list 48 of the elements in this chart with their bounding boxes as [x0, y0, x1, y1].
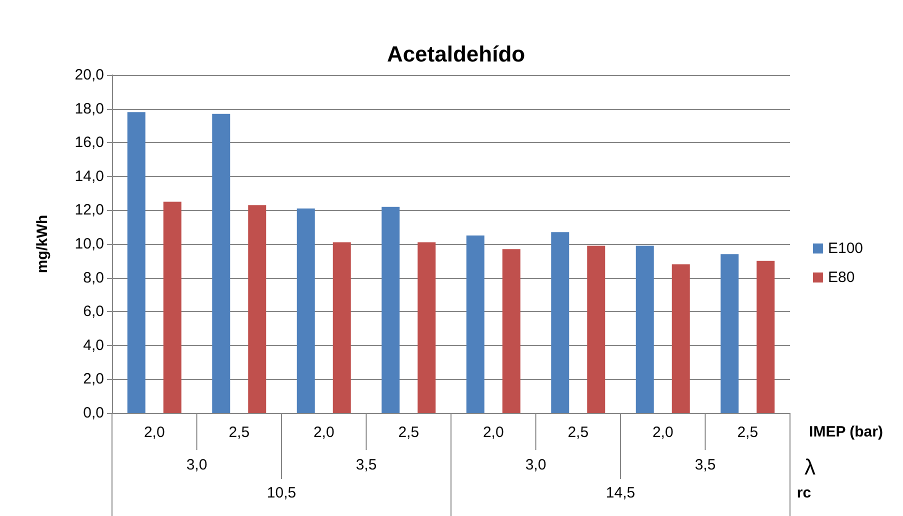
- bar: [212, 114, 230, 413]
- x-tick-label: 2,0: [482, 424, 504, 441]
- y-tick-label: 4,0: [83, 336, 104, 354]
- bar: [248, 205, 266, 413]
- y-tick-label: 14,0: [74, 168, 104, 185]
- y-tick-label: 6,0: [83, 303, 104, 320]
- x-tick-label: 2,0: [144, 424, 165, 441]
- bar: [332, 242, 351, 413]
- bar: [636, 246, 654, 413]
- x-tick-label: 2,0: [313, 424, 334, 441]
- y-tick-label: 12,0: [74, 202, 104, 219]
- y-tick-label: 16,0: [74, 134, 104, 152]
- chart-title: Acetaldehído: [386, 42, 526, 66]
- text: 3,0: [525, 456, 546, 474]
- x-tick-label: 2,0: [652, 424, 674, 441]
- y-tick-label: 8,0: [83, 269, 104, 286]
- bar: [127, 112, 146, 413]
- text: 3,5: [694, 456, 716, 474]
- bar: [382, 206, 400, 413]
- y-tick-label: 18,0: [74, 100, 104, 118]
- x-tick-label: 2,5: [737, 424, 758, 441]
- x-tick-label: 2,5: [568, 424, 589, 441]
- text: λ: [804, 454, 816, 480]
- text: 3,5: [356, 456, 377, 474]
- bar: [587, 246, 606, 413]
- bar: [163, 202, 182, 413]
- bar: [672, 264, 690, 413]
- text: 3,0: [186, 456, 208, 474]
- legend-label: E80: [828, 269, 855, 286]
- x-tick-label: 2,5: [228, 424, 250, 441]
- text: 10,5: [266, 484, 296, 502]
- text: rc: [796, 484, 812, 502]
- y-tick-label: 10,0: [74, 236, 104, 252]
- x-tick-label: 2,5: [398, 424, 420, 441]
- text: 14,5: [606, 484, 636, 502]
- bar: [720, 254, 739, 413]
- bar: [296, 208, 315, 413]
- bar: [502, 249, 520, 413]
- y-tick-label: 20,0: [74, 66, 104, 84]
- bar: [418, 242, 436, 413]
- legend-label: E100: [828, 240, 864, 257]
- x-axis-title: IMEP (bar): [809, 424, 883, 440]
- bar: [756, 260, 775, 413]
- y-tick-label: 0,0: [83, 404, 104, 422]
- bar: [551, 232, 570, 413]
- y-tick-label: 2,0: [83, 370, 104, 388]
- bar: [466, 236, 484, 413]
- y-axis-title: mg/kWh: [34, 214, 51, 274]
